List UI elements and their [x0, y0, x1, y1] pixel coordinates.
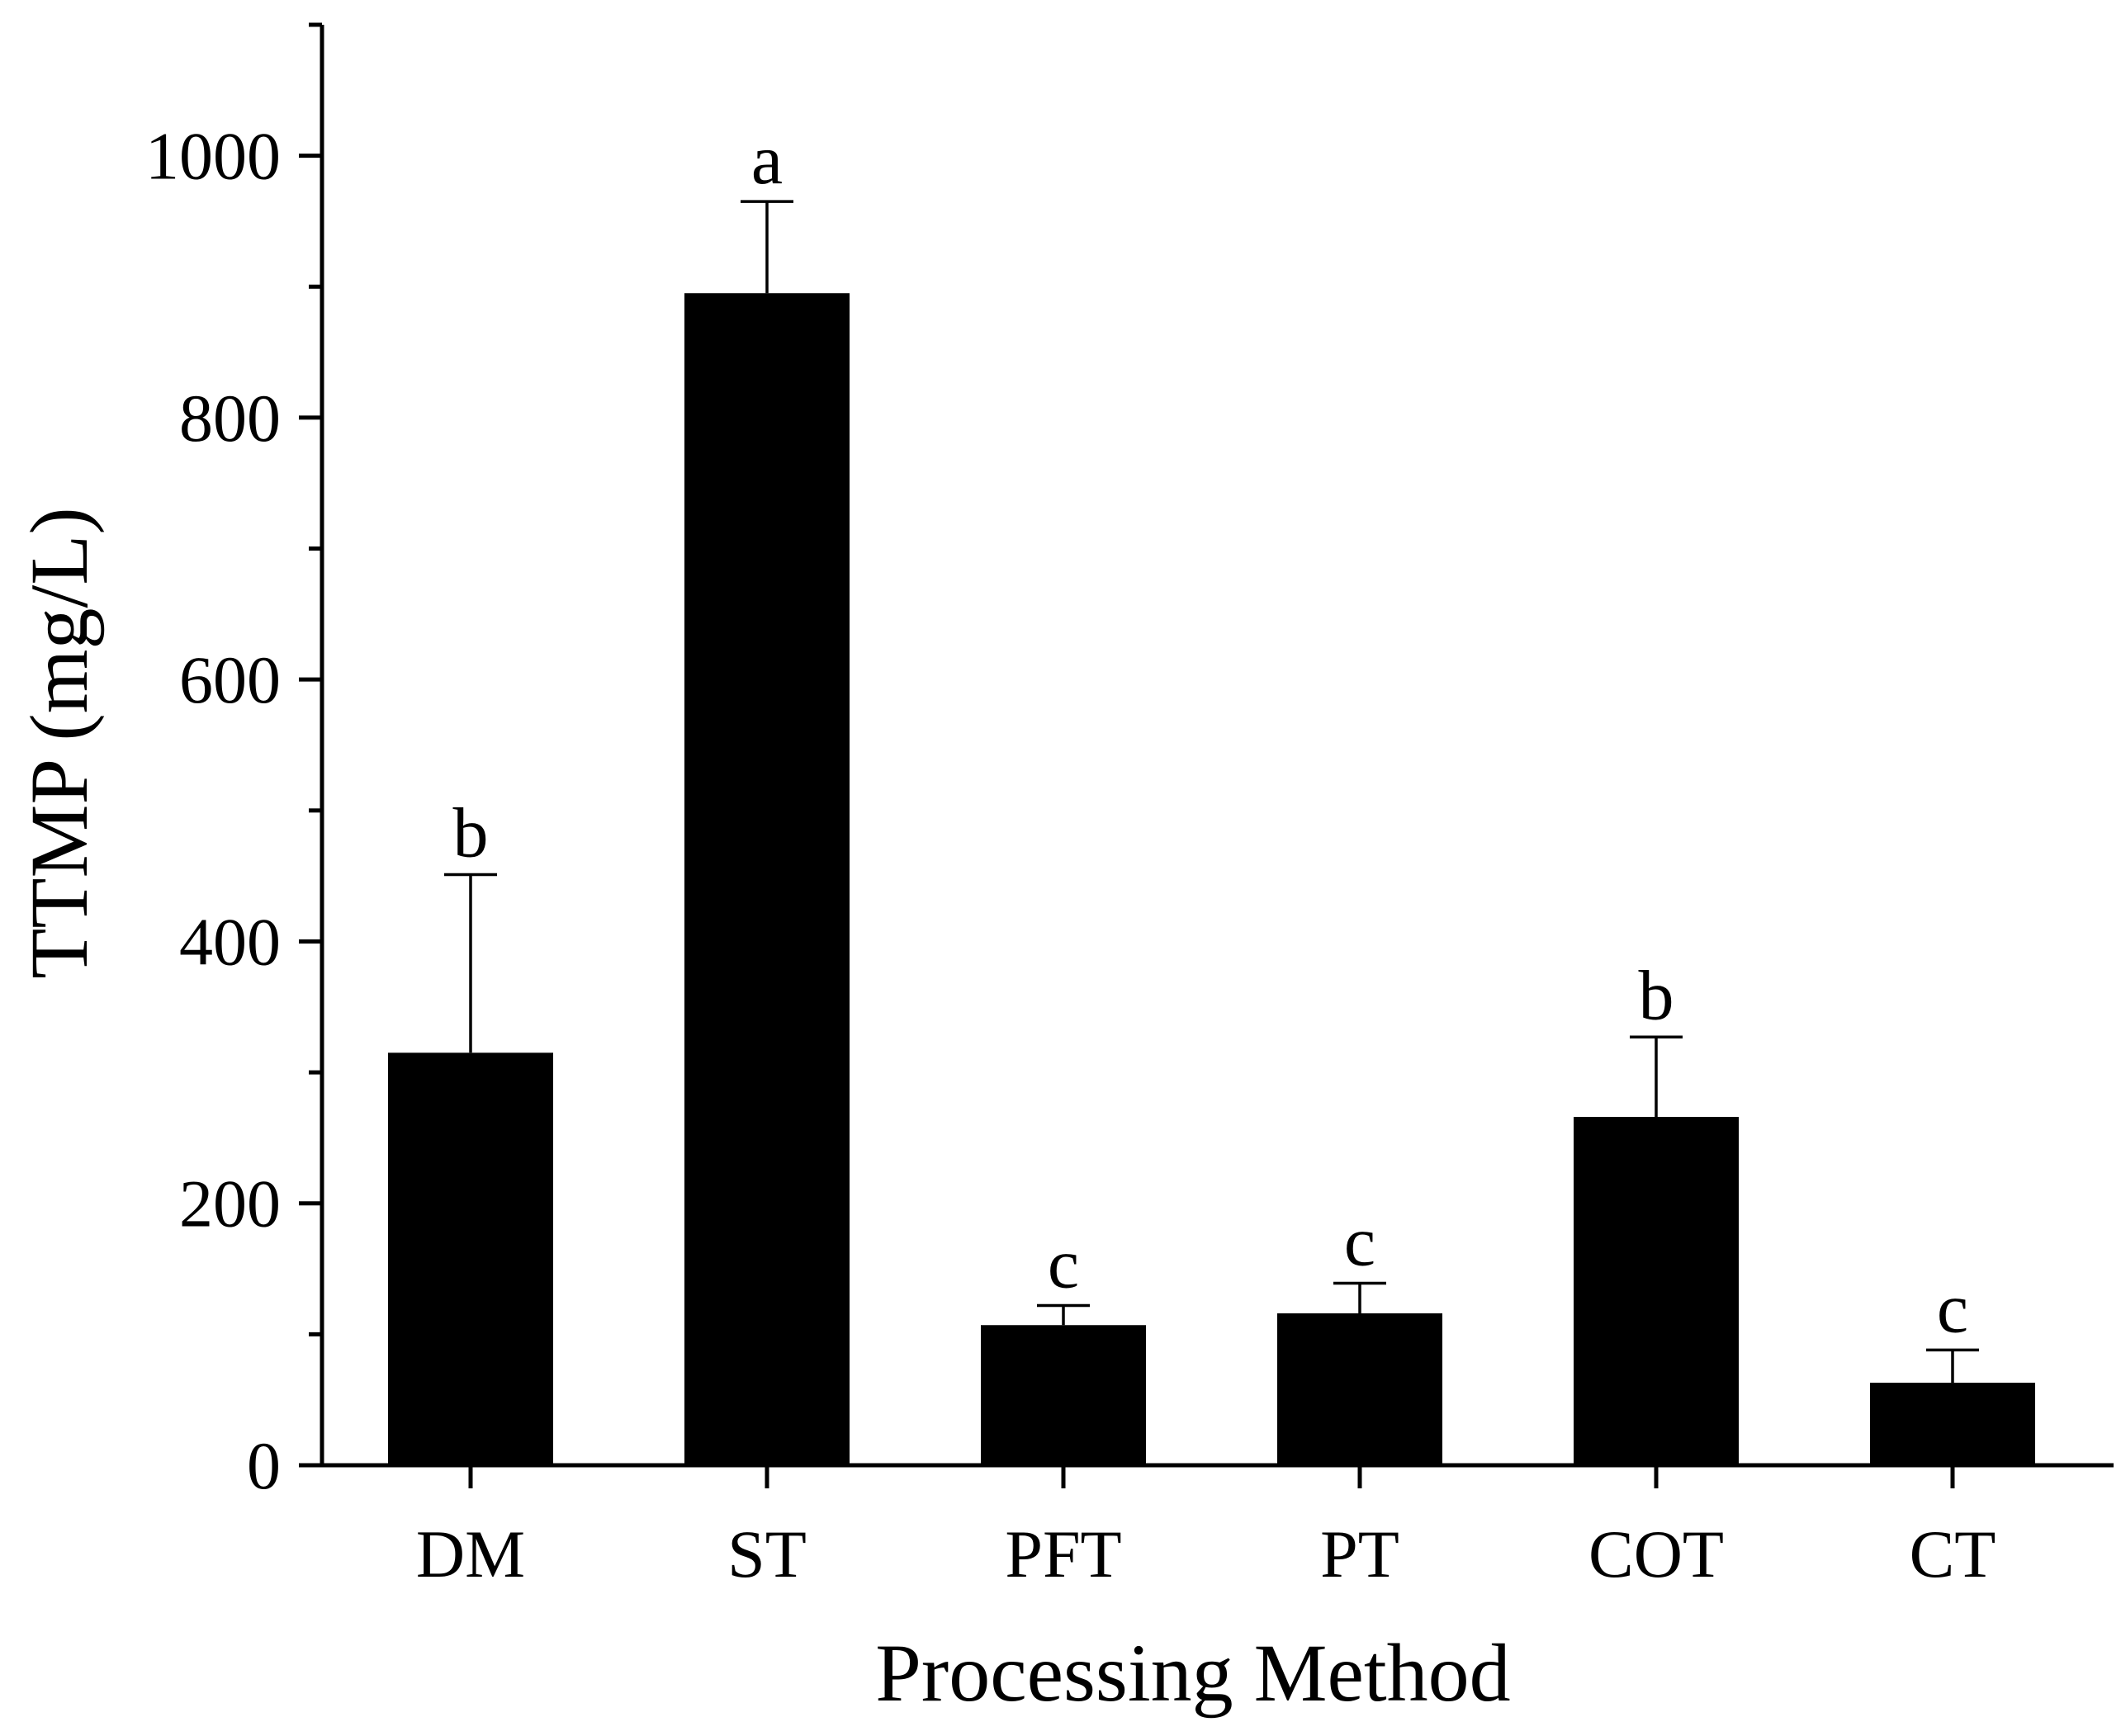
- bar-cot: [1574, 1117, 1739, 1465]
- significance-label-pt: c: [1344, 1201, 1375, 1280]
- bar-ct: [1870, 1383, 2035, 1465]
- y-tick-label: 0: [247, 1428, 281, 1503]
- bars-layer: [388, 293, 2035, 1465]
- x-tick-label-ct: CT: [1910, 1516, 1996, 1592]
- y-tick-label: 1000: [145, 119, 281, 194]
- significance-label-dm: b: [453, 793, 489, 873]
- x-axis-title: Processing Method: [875, 1627, 1510, 1719]
- significance-label-ct: c: [1937, 1268, 1968, 1347]
- bar-pt: [1277, 1313, 1442, 1465]
- significance-label-cot: b: [1639, 955, 1674, 1034]
- error-bars-layer: [444, 200, 1979, 1384]
- y-tick-label: 200: [179, 1166, 281, 1242]
- significance-labels-layer: b a c c b c: [453, 120, 1969, 1347]
- y-tick-label: 600: [179, 642, 281, 717]
- bar-dm: [388, 1052, 553, 1465]
- significance-label-st: a: [751, 120, 783, 199]
- bar-st: [684, 293, 850, 1465]
- x-tick-label-dm: DM: [416, 1516, 525, 1592]
- x-tick-label-cot: COT: [1588, 1516, 1724, 1592]
- x-tick-label-pt: PT: [1320, 1516, 1399, 1592]
- y-tick-label: 800: [179, 381, 281, 456]
- y-tick-label: 400: [179, 904, 281, 979]
- y-ticks-layer: 0 200 400 600 800 1000: [145, 22, 322, 1503]
- x-tick-label-st: ST: [727, 1516, 807, 1592]
- significance-label-pft: c: [1048, 1223, 1079, 1303]
- axes-layer: [320, 25, 2114, 1468]
- y-axis-title: TTMP (mg/L): [13, 507, 105, 978]
- x-tick-label-pft: PFT: [1005, 1516, 1121, 1592]
- x-ticks-layer: DM ST PFT PT COT CT: [416, 1465, 1996, 1592]
- bar-pft: [981, 1325, 1146, 1465]
